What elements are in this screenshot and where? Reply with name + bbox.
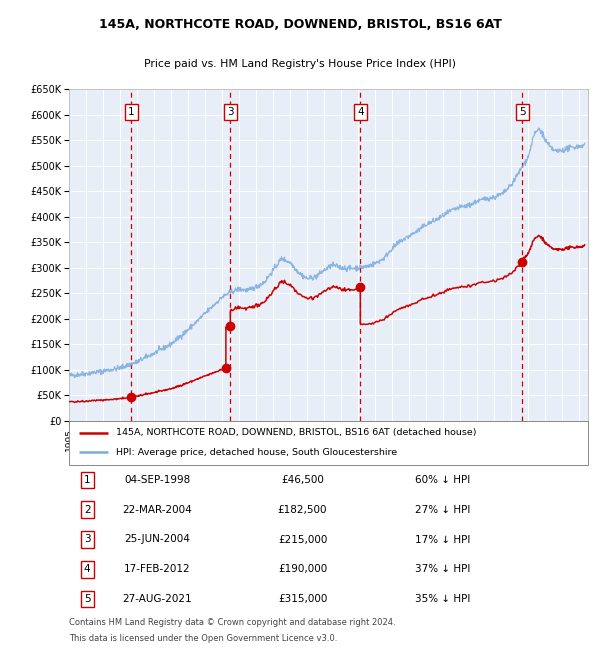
Text: 3: 3 [227,107,233,117]
Text: 17% ↓ HPI: 17% ↓ HPI [415,534,470,545]
Text: 35% ↓ HPI: 35% ↓ HPI [415,594,470,604]
Text: 145A, NORTHCOTE ROAD, DOWNEND, BRISTOL, BS16 6AT: 145A, NORTHCOTE ROAD, DOWNEND, BRISTOL, … [98,18,502,31]
Text: 4: 4 [84,564,91,575]
Text: 27-AUG-2021: 27-AUG-2021 [122,594,192,604]
Text: 1: 1 [128,107,135,117]
Text: 5: 5 [84,594,91,604]
Text: 25-JUN-2004: 25-JUN-2004 [124,534,190,545]
Text: £46,500: £46,500 [281,474,324,485]
Text: £315,000: £315,000 [278,594,327,604]
Text: 1: 1 [84,474,91,485]
Text: 22-MAR-2004: 22-MAR-2004 [122,504,192,515]
Text: 60% ↓ HPI: 60% ↓ HPI [415,474,470,485]
Text: Contains HM Land Registry data © Crown copyright and database right 2024.: Contains HM Land Registry data © Crown c… [69,618,395,627]
Text: £182,500: £182,500 [278,504,328,515]
Text: This data is licensed under the Open Government Licence v3.0.: This data is licensed under the Open Gov… [69,634,337,643]
Text: 04-SEP-1998: 04-SEP-1998 [124,474,190,485]
Text: 5: 5 [519,107,526,117]
Text: 3: 3 [84,534,91,545]
Text: 27% ↓ HPI: 27% ↓ HPI [415,504,470,515]
Text: 17-FEB-2012: 17-FEB-2012 [124,564,191,575]
Text: 37% ↓ HPI: 37% ↓ HPI [415,564,470,575]
Text: 2: 2 [84,504,91,515]
Text: Price paid vs. HM Land Registry's House Price Index (HPI): Price paid vs. HM Land Registry's House … [144,59,456,69]
Text: £190,000: £190,000 [278,564,327,575]
Text: 4: 4 [357,107,364,117]
Text: HPI: Average price, detached house, South Gloucestershire: HPI: Average price, detached house, Sout… [116,448,397,457]
Text: 145A, NORTHCOTE ROAD, DOWNEND, BRISTOL, BS16 6AT (detached house): 145A, NORTHCOTE ROAD, DOWNEND, BRISTOL, … [116,428,476,437]
Text: £215,000: £215,000 [278,534,327,545]
FancyBboxPatch shape [69,421,588,465]
